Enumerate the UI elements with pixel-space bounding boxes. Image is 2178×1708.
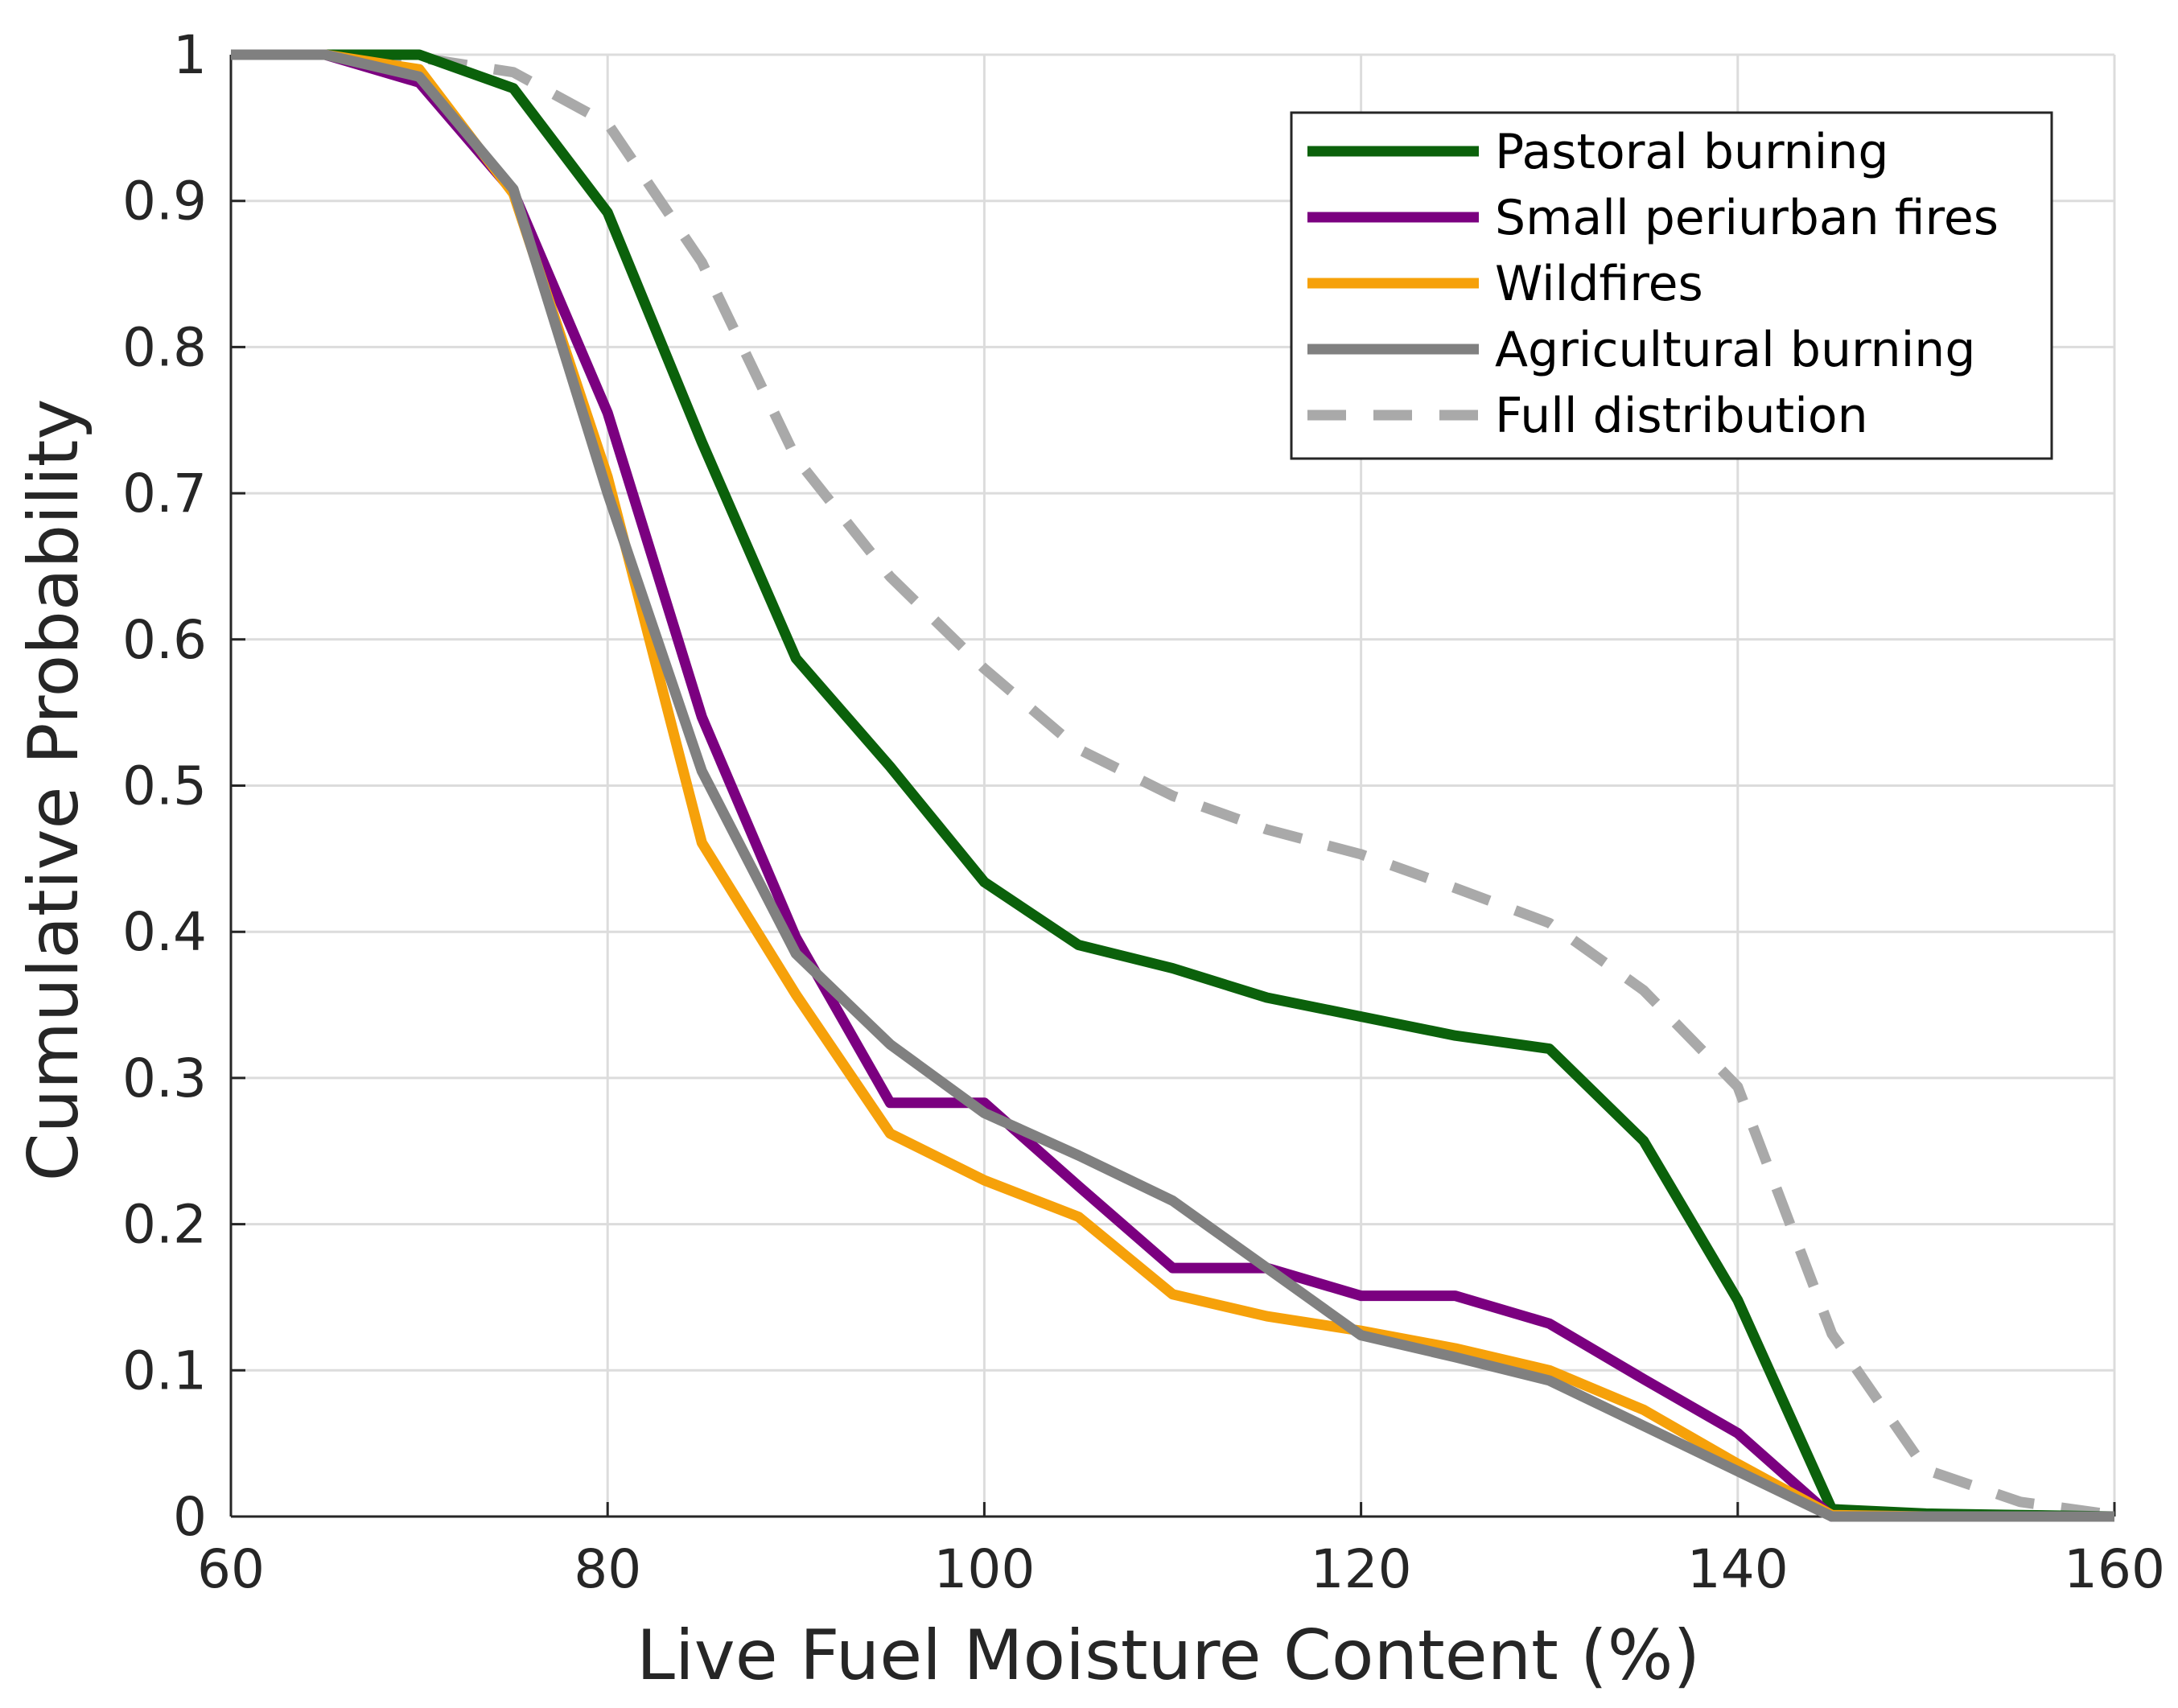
y-tick-label: 0.6 <box>122 609 207 671</box>
x-tick-label: 80 <box>574 1538 641 1600</box>
y-tick-label: 0.4 <box>122 901 207 963</box>
x-tick-label: 160 <box>2064 1538 2165 1600</box>
series-lines <box>231 49 2115 1522</box>
y-tick-label: 1 <box>173 24 207 86</box>
y-tick-label: 0.8 <box>122 316 207 378</box>
y-tick-label: 0.9 <box>122 171 207 233</box>
legend-label: Small periurban fires <box>1495 190 1999 246</box>
x-tick-label: 100 <box>933 1538 1035 1600</box>
axes <box>229 53 2116 1518</box>
y-tick-label: 0.1 <box>122 1340 207 1401</box>
y-tick-label: 0.3 <box>122 1047 207 1109</box>
series-line-pastoral-burning <box>231 49 2115 1522</box>
x-tick-label: 120 <box>1311 1538 1412 1600</box>
series-line-full-distribution <box>231 49 2115 1521</box>
grid-lines <box>229 53 2116 1518</box>
x-axis-label: Live Fuel Moisture Content (%) <box>636 1615 1700 1696</box>
legend: Pastoral burning Small periurban fires Wil… <box>1290 111 2053 460</box>
x-tick-label: 140 <box>1687 1538 1789 1600</box>
tick-labels: 60 80 100 120 140 160 0 0.1 0.2 0.3 0.4 0.5 0.6 0.7 0.… <box>122 24 2165 1600</box>
y-tick-label: 0.5 <box>122 755 207 817</box>
legend-label: Pastoral burning <box>1495 124 1888 180</box>
legend-label: Agricultural burning <box>1495 322 1975 378</box>
legend-label: Full distribution <box>1495 388 1868 444</box>
y-tick-label: 0.2 <box>122 1194 207 1256</box>
x-tick-label: 60 <box>197 1538 265 1600</box>
legend-label: Wildfires <box>1495 256 1703 312</box>
y-tick-label: 0.7 <box>122 463 207 525</box>
series-line-small-periurban-fires <box>231 49 2114 1522</box>
y-tick-label: 0 <box>173 1486 207 1548</box>
series-line-agricultural-burning <box>231 49 2114 1522</box>
y-axis-label: Cumulative Probability <box>14 399 94 1182</box>
